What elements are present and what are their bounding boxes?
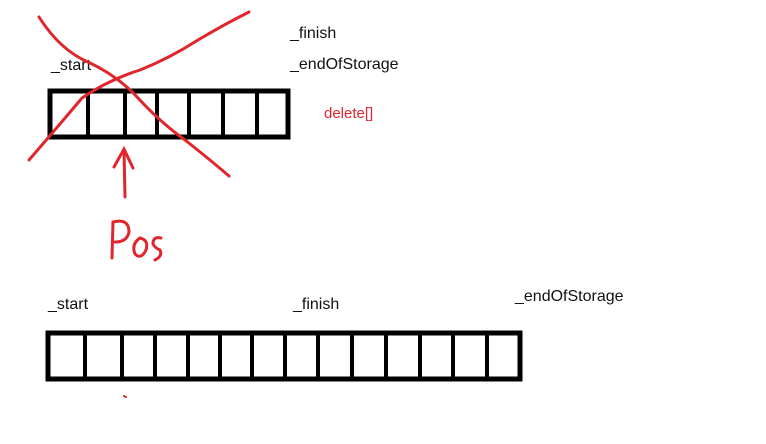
cross-out-mark — [27, 10, 251, 178]
top-end-of-storage-label: _endOfStorage — [290, 56, 399, 73]
bottom-end-of-storage-label: _endOfStorage — [515, 288, 624, 305]
delete-note: delete[] — [324, 105, 374, 122]
pos-arrow-shaft — [122, 148, 127, 199]
pos-label — [107, 210, 167, 275]
cross-stroke-up — [27, 10, 251, 162]
bottom-red-fragment — [123, 395, 127, 398]
bottom-start-label: _start — [48, 296, 89, 313]
pos-arrow-head — [112, 145, 135, 170]
top-array-outline — [47, 88, 291, 140]
cross-stroke-down — [37, 15, 231, 178]
top-array-cells — [47, 88, 291, 140]
top-finish-label: _finish — [290, 25, 337, 42]
pos-arrow — [112, 145, 135, 199]
pos-handwriting — [110, 219, 163, 262]
top-start-label: _start — [51, 57, 92, 74]
bottom-finish-label: _finish — [293, 296, 340, 313]
bottom-array-cells — [45, 330, 523, 382]
